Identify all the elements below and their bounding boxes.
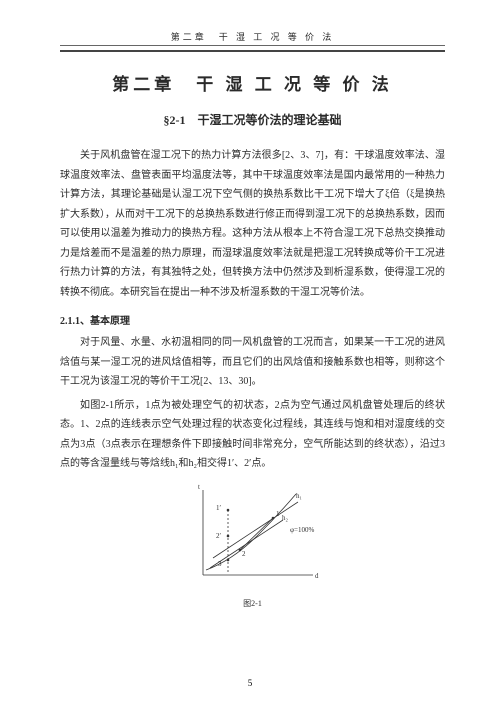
psychrometric-diagram: 1 2 3 1′ 2′ h₁ h₂ φ=100% t d — [178, 480, 328, 590]
running-header: 第二章 干 湿 工 况 等 价 法 — [60, 30, 445, 46]
axis-d: d — [315, 572, 319, 580]
label-2: 2 — [242, 550, 246, 558]
figure-caption: 图2-1 — [60, 598, 445, 609]
figure-2-1: 1 2 3 1′ 2′ h₁ h₂ φ=100% t d 图2-1 — [60, 480, 445, 609]
header-rule — [60, 50, 445, 52]
label-phi: φ=100% — [290, 526, 314, 534]
label-1: 1 — [276, 510, 280, 518]
paragraph-1: 关于风机盘管在湿工况下的热力计算方法很多[2、3、7]，有：干球温度效率法、湿球… — [60, 146, 445, 302]
page-body: 第二章 干 湿 工 况 等 价 法 第二章 干 湿 工 况 等 价 法 §2-1… — [0, 0, 500, 629]
label-h1: h₁ — [296, 492, 302, 500]
paragraph-3: 如图2-1所示，1点为被处理空气的初状态，2点为空气通过风机盘管处理后的终状态。… — [60, 396, 445, 474]
chapter-title: 第二章 干 湿 工 况 等 价 法 — [60, 70, 445, 95]
page-number: 5 — [0, 678, 500, 688]
label-h2: h₂ — [282, 514, 289, 522]
label-3: 3 — [218, 560, 222, 568]
paragraph-2: 对于风量、水量、水初温相同的同一风机盘管的工况而言，如果某一干工况的进风焓值与某… — [60, 333, 445, 392]
label-2p: 2′ — [216, 532, 222, 540]
subheading-1: 2.1.1、基本原理 — [60, 312, 445, 327]
section-title: §2-1 干湿工况等价法的理论基础 — [60, 111, 445, 128]
label-1p: 1′ — [216, 504, 222, 512]
axis-t: t — [198, 483, 200, 491]
